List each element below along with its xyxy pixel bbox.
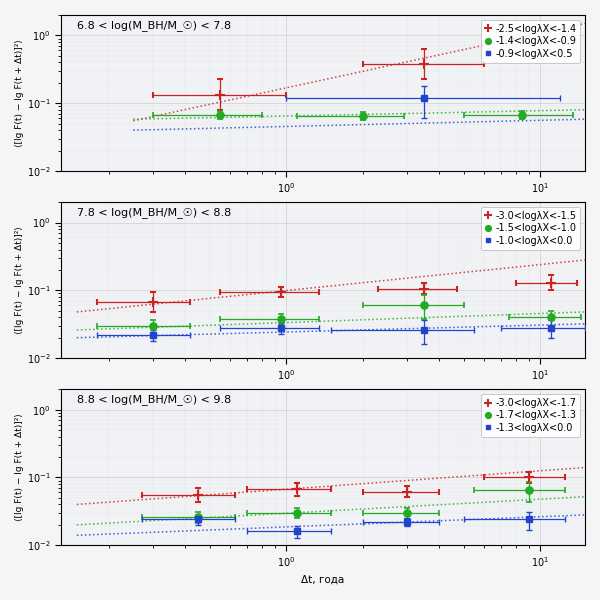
Y-axis label: ⟨[lg F(t) − lg F(t + Δt)]²⟩: ⟨[lg F(t) − lg F(t + Δt)]²⟩	[15, 39, 24, 147]
Text: 8.8 < log(M_BH/M_☉) < 9.8: 8.8 < log(M_BH/M_☉) < 9.8	[77, 394, 231, 405]
Y-axis label: ⟨[lg F(t) − lg F(t + Δt)]²⟩: ⟨[lg F(t) − lg F(t + Δt)]²⟩	[15, 413, 24, 521]
X-axis label: Δt, года: Δt, года	[301, 575, 344, 585]
Legend: -3.0<logλX<-1.7, -1.7<logλX<-1.3, -1.3<logλX<0.0: -3.0<logλX<-1.7, -1.7<logλX<-1.3, -1.3<l…	[481, 394, 580, 437]
Legend: -2.5<logλX<-1.4, -1.4<logλX<-0.9, -0.9<logλX<0.5: -2.5<logλX<-1.4, -1.4<logλX<-0.9, -0.9<l…	[481, 20, 580, 62]
Text: 7.8 < log(M_BH/M_☉) < 8.8: 7.8 < log(M_BH/M_☉) < 8.8	[77, 207, 231, 218]
Text: 6.8 < log(M_BH/M_☉) < 7.8: 6.8 < log(M_BH/M_☉) < 7.8	[77, 20, 231, 31]
Legend: -3.0<logλX<-1.5, -1.5<logλX<-1.0, -1.0<logλX<0.0: -3.0<logλX<-1.5, -1.5<logλX<-1.0, -1.0<l…	[481, 207, 580, 250]
Y-axis label: ⟨[lg F(t) − lg F(t + Δt)]²⟩: ⟨[lg F(t) − lg F(t + Δt)]²⟩	[15, 226, 24, 334]
